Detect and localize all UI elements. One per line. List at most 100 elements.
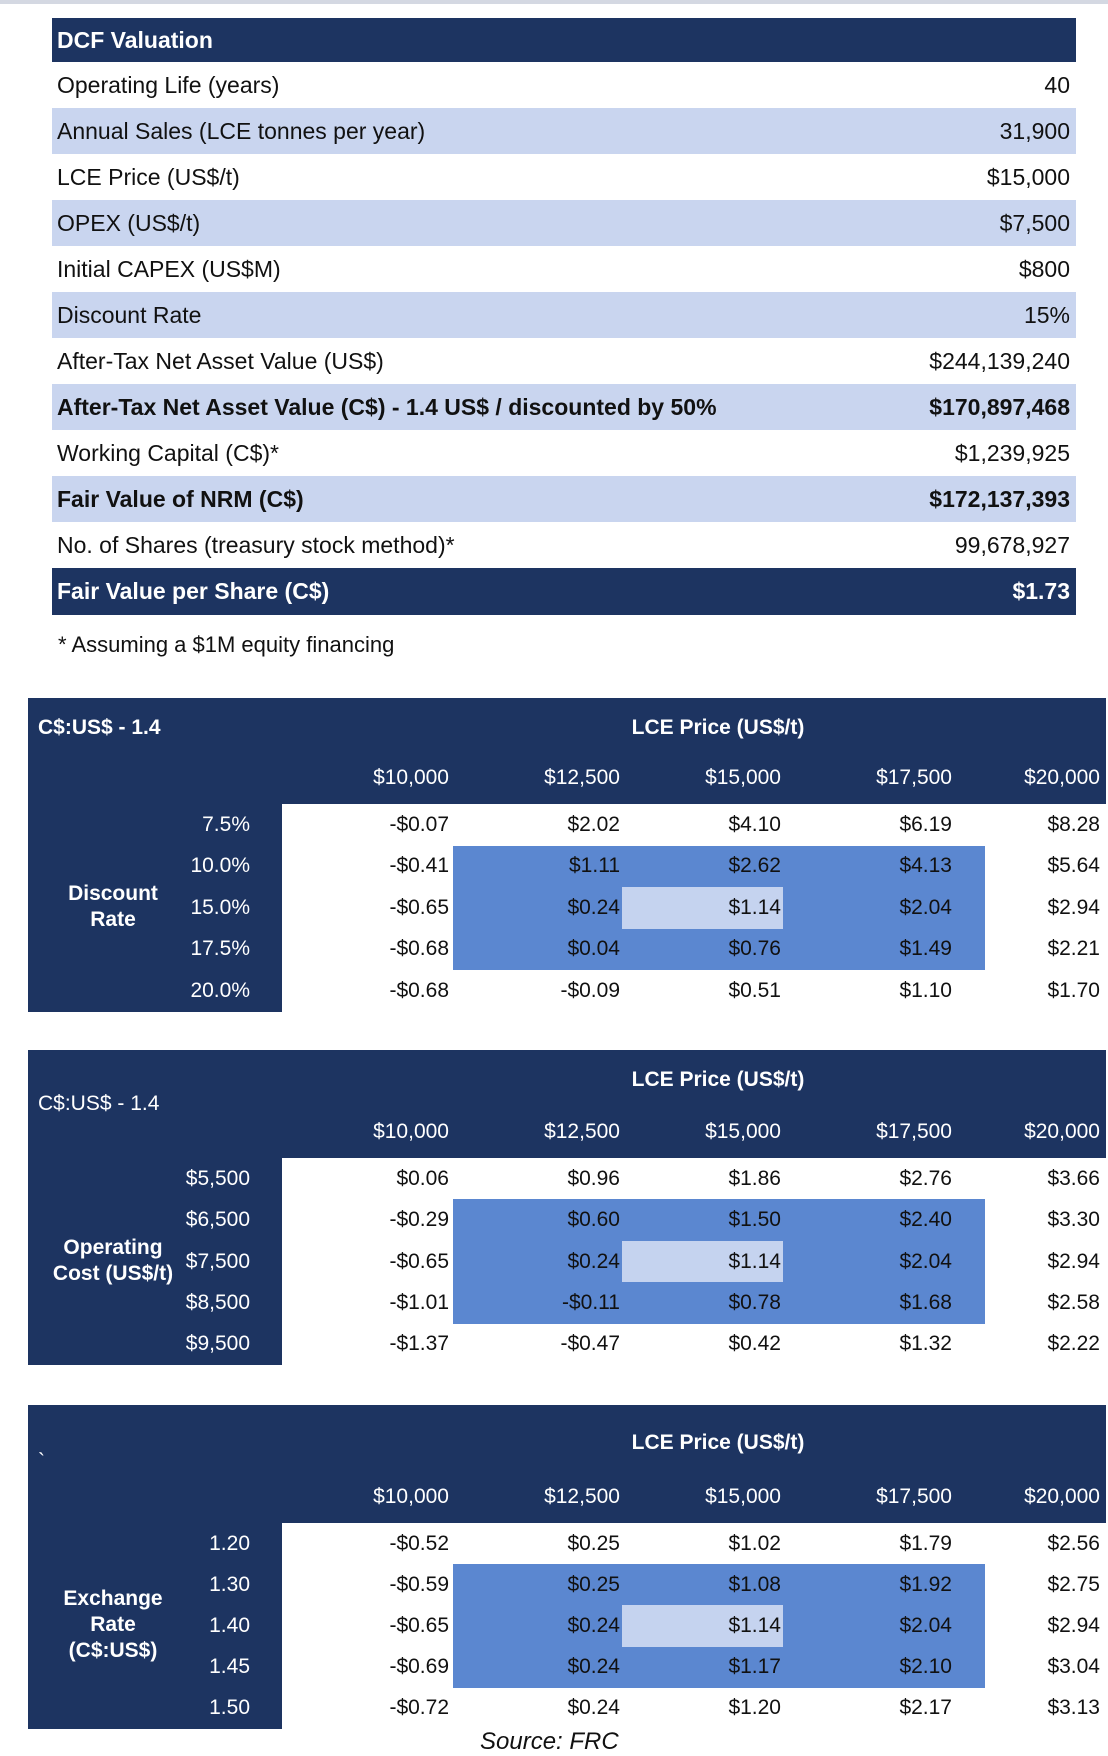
dcf-row-opex: OPEX (US$/t) $7,500 (52, 200, 1076, 246)
dcf-value: $1.73 (1012, 578, 1070, 604)
table-cell: $3.13 (1047, 1696, 1100, 1720)
dcf-value: $172,137,393 (929, 485, 1070, 512)
table-row-header-band (28, 804, 282, 1012)
dcf-value: 40 (1044, 71, 1070, 98)
table-cell: $1.86 (728, 1166, 781, 1190)
row-header: $8,500 (185, 1290, 250, 1314)
table-cell: $2.21 (1047, 937, 1100, 961)
column-header: $20,000 (1024, 1120, 1100, 1143)
table-cell: -$1.37 (389, 1332, 449, 1356)
row-axis-title: Discount (68, 881, 158, 905)
dcf-value: 15% (1023, 301, 1070, 328)
table-header-band (28, 698, 1106, 804)
table-cell: $1.79 (899, 1531, 952, 1555)
row-header: 1.40 (209, 1614, 250, 1637)
table-row-header-band (28, 1158, 282, 1365)
dcf-value: $244,139,240 (929, 347, 1070, 374)
corner-label: C$:US$ - 1.4 (38, 716, 161, 739)
table-cell: $1.08 (728, 1572, 781, 1596)
table-cell: $2.04 (899, 895, 952, 919)
dcf-row-fair-value-per-share: Fair Value per Share (C$) $1.73 (52, 568, 1076, 615)
sensitivity-table-exchange-rate: ` LCE Price (US$/t) $10,000 $12,500 $15,000 $… (28, 1405, 1106, 1729)
dcf-value: $1,239,925 (954, 439, 1070, 466)
column-header: $15,000 (705, 1485, 781, 1508)
table-cell: -$0.09 (560, 978, 620, 1002)
table-cell: $2.04 (899, 1614, 952, 1637)
column-axis-title: LCE Price (US$/t) (631, 716, 805, 739)
dcf-value: $170,897,468 (929, 393, 1070, 420)
column-header: $12,500 (544, 1485, 620, 1508)
table-cell: $2.94 (1047, 895, 1100, 919)
table-cell: -$0.72 (389, 1696, 449, 1720)
table-cell: $1.02 (728, 1531, 781, 1555)
column-header: $10,000 (373, 1485, 449, 1508)
table-cell: -$0.07 (389, 812, 449, 836)
column-axis-title: LCE Price (US$/t) (631, 1431, 805, 1454)
column-header: $17,500 (876, 1120, 952, 1143)
base-case-cell (622, 1240, 783, 1283)
dcf-value: 99,678,927 (954, 531, 1070, 558)
row-axis-title: (C$:US$) (68, 1639, 158, 1662)
table-cell: $2.02 (567, 812, 620, 836)
table-cell: -$0.65 (389, 895, 449, 919)
column-axis-title: LCE Price (US$/t) (631, 1068, 805, 1091)
dcf-row-annual-sales: Annual Sales (LCE tonnes per year) 31,90… (52, 108, 1076, 154)
column-header: $12,500 (544, 766, 620, 789)
row-header: $7,500 (185, 1249, 250, 1273)
dcf-label: Initial CAPEX (US$M) (57, 255, 281, 282)
table-cell: -$0.29 (389, 1208, 449, 1232)
table-cell: -$0.52 (389, 1531, 449, 1555)
dcf-label: Operating Life (years) (57, 71, 280, 98)
dcf-label: OPEX (US$/t) (57, 209, 201, 236)
dcf-valuation-table: DCF Valuation Operating Life (years) 40 … (52, 18, 1076, 615)
row-header: $6,500 (185, 1208, 250, 1232)
table-cell: $1.92 (899, 1572, 952, 1596)
dcf-label: LCE Price (US$/t) (57, 163, 240, 190)
sensitivity-table-discount-rate: C$:US$ - 1.4 LCE Price (US$/t) $10,000 $12,… (28, 698, 1106, 1012)
table-cell: $0.96 (567, 1166, 620, 1190)
table-cell: -$0.65 (389, 1249, 449, 1273)
row-header: 20.0% (190, 978, 250, 1002)
dcf-row-nav-usd: After-Tax Net Asset Value (US$) $244,139… (52, 338, 1076, 384)
table-cell: -$0.47 (560, 1332, 620, 1356)
table-cell: $2.04 (899, 1249, 952, 1273)
table-cell: $2.58 (1047, 1290, 1100, 1314)
table-cell: $0.42 (728, 1332, 781, 1356)
row-axis-title: Rate (90, 907, 136, 931)
top-border (0, 0, 1108, 4)
table-cell: $2.40 (899, 1208, 952, 1232)
dcf-label: Working Capital (C$)* (57, 439, 279, 466)
table-cell: -$0.68 (389, 978, 449, 1002)
column-header: $20,000 (1024, 766, 1100, 789)
table-cell: $1.14 (728, 1249, 781, 1273)
dcf-row-capex: Initial CAPEX (US$M) $800 (52, 246, 1076, 292)
dcf-row-shares: No. of Shares (treasury stock method)* 9… (52, 522, 1076, 568)
table-cell: $1.68 (899, 1290, 952, 1314)
column-header: $15,000 (705, 1120, 781, 1143)
table-cell: $0.60 (567, 1208, 620, 1232)
row-header: 17.5% (190, 937, 250, 961)
table-cell: $0.51 (728, 978, 781, 1002)
dcf-label: Fair Value per Share (C$) (57, 578, 330, 604)
table-cell: $0.04 (567, 937, 620, 961)
dcf-value: $15,000 (986, 163, 1070, 190)
table-header-band (28, 1405, 1106, 1523)
table-cell: $2.22 (1047, 1332, 1100, 1356)
row-header: 1.50 (209, 1696, 250, 1720)
dcf-label: After-Tax Net Asset Value (US$) (57, 347, 384, 374)
corner-label: C$:US$ - 1.4 (38, 1092, 160, 1115)
dcf-value: $7,500 (999, 209, 1070, 236)
dcf-title: DCF Valuation (57, 26, 213, 53)
table-cell: $1.14 (728, 895, 781, 919)
table-cell: $1.32 (899, 1332, 952, 1356)
table-cell: $1.49 (899, 937, 952, 961)
dcf-label: Discount Rate (57, 301, 202, 328)
row-header: 1.20 (209, 1531, 250, 1555)
table-cell: $8.28 (1047, 812, 1100, 836)
table-cell: $0.24 (567, 1249, 620, 1273)
table-cell: $1.50 (728, 1208, 781, 1232)
dcf-row-nav-cad: After-Tax Net Asset Value (C$) - 1.4 US$… (52, 384, 1076, 430)
dcf-row-discount-rate: Discount Rate 15% (52, 292, 1076, 338)
dcf-label: No. of Shares (treasury stock method)* (57, 531, 455, 558)
table-cell: $3.04 (1047, 1655, 1100, 1679)
